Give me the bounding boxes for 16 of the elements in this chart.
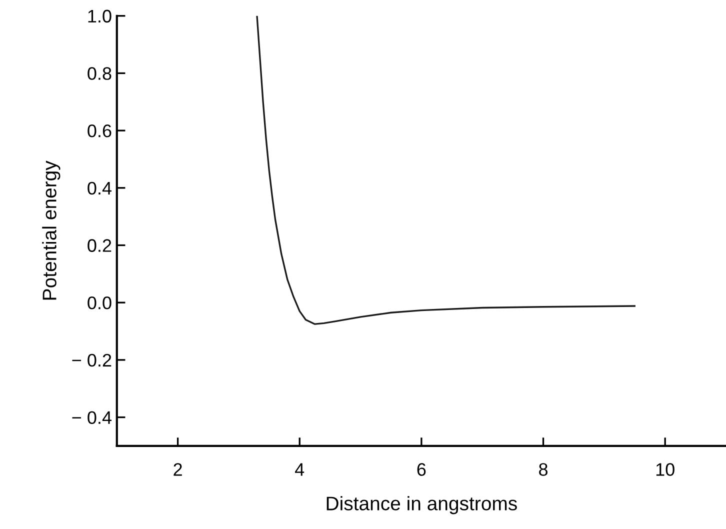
x-tick-label: 6 — [417, 463, 426, 476]
y-tick-label: − 0.2 — [72, 354, 112, 367]
y-tick-label: 0.4 — [88, 182, 112, 195]
y-axis-title: Potential energy — [42, 160, 60, 300]
y-tick-label: 0.8 — [88, 67, 112, 80]
y-tick-label: 0.6 — [88, 124, 112, 138]
x-tick-label: 10 — [656, 463, 674, 476]
y-tick-label: − 0.4 — [72, 411, 112, 424]
x-axis-title: Distance in angstroms — [326, 496, 517, 514]
x-tick-label: 8 — [539, 463, 548, 476]
y-tick-label: 0.0 — [88, 296, 112, 310]
x-tick-label: 4 — [295, 463, 304, 476]
y-tick-label: 1.0 — [88, 10, 112, 23]
y-tick-label: 0.2 — [88, 239, 112, 252]
line-series — [256, 16, 636, 325]
x-tick-label: 2 — [174, 463, 182, 476]
